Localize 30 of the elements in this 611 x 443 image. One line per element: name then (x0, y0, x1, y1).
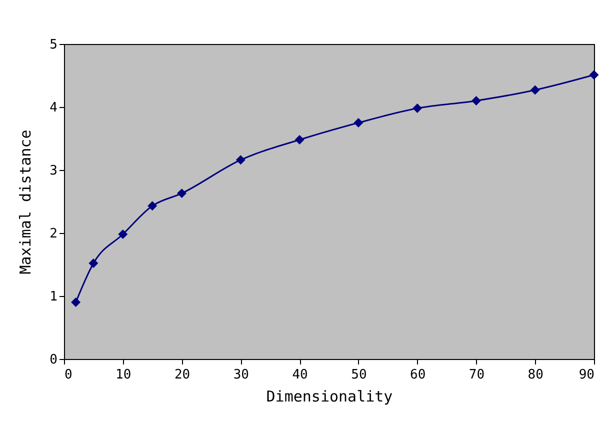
y-tick-label: 3 (50, 164, 58, 178)
point (88, 258, 98, 268)
point (294, 135, 304, 145)
y-tick-label: 2 (50, 226, 58, 242)
x-tick-label: 40 (292, 368, 308, 382)
point (589, 70, 599, 80)
y-tick-label: 1 (50, 290, 58, 304)
x-tick-label: 20 (174, 368, 190, 382)
point (148, 201, 158, 211)
x-tick-label: 10 (116, 368, 132, 382)
x-tick-label: 80 (528, 368, 544, 382)
y-tick-label: 5 (50, 38, 58, 52)
point (236, 155, 246, 165)
y-axis-title: Maximal distance (16, 130, 35, 274)
point (118, 230, 128, 240)
x-tick-label: 0 (64, 368, 72, 382)
point (177, 188, 187, 198)
point (530, 85, 540, 95)
y-tick-label: 0 (50, 352, 58, 368)
x-tick-label: 70 (468, 368, 485, 382)
x-tick-label: 30 (233, 368, 249, 382)
point (471, 96, 481, 106)
x-axis-title: Dimensionality (266, 388, 393, 406)
x-tick-label: 50 (351, 368, 367, 382)
point (354, 118, 364, 128)
x-tick-label: 90 (578, 368, 594, 382)
point (71, 298, 81, 308)
point (412, 104, 422, 114)
y-tick-label: 4 (50, 100, 58, 116)
x-tick-label: 60 (410, 368, 426, 382)
